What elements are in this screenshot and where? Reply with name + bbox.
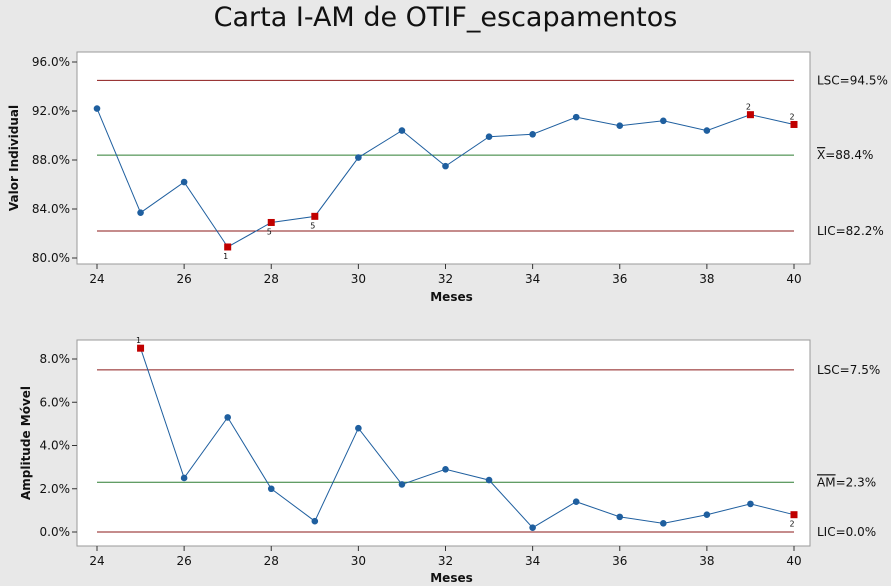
chart-panel-1: 80.0% 84.0% 88.0% 92.0% 96.0% 24 26 28 30 32 34 36 3… [7, 51, 888, 304]
data-point-flagged [137, 344, 145, 352]
data-point [93, 105, 101, 112]
flag-label: 2 [789, 112, 794, 121]
limit-label-upper: LSC=94.5% [817, 73, 888, 87]
limit-label-lower: LIC=0.0% [817, 525, 876, 539]
x-tick-label: 32 [438, 272, 453, 286]
data-point [485, 133, 493, 141]
flag-label: 5 [267, 227, 272, 236]
x-tick-label: 34 [525, 272, 540, 286]
chart-title: Carta I-AM de OTIF_escapamentos [213, 2, 678, 33]
y-tick-label: 2.0% [40, 482, 71, 496]
data-point [398, 127, 406, 134]
data-point [355, 154, 362, 161]
chart-panel-2: 0.0% 2.0% 4.0% 6.0% 8.0% 24 26 28 30 32 34 36 38 40 Me… [19, 336, 880, 585]
flag-label: 5 [310, 221, 315, 230]
flag-label: 1 [223, 252, 228, 261]
x-tick-label: 40 [786, 554, 801, 568]
limit-label-center: X=88.4% [817, 148, 873, 162]
data-point [267, 485, 275, 493]
limit-label-lower: LIC=82.2% [817, 224, 884, 238]
x-tick-label: 30 [351, 554, 366, 568]
flag-label: 2 [789, 520, 794, 529]
y-tick-label: 0.0% [40, 525, 71, 539]
data-point [442, 162, 449, 170]
y-axis-label: Amplitude Móvel [19, 386, 33, 500]
data-point [660, 117, 667, 125]
data-point-flagged [790, 120, 798, 128]
x-tick-label: 38 [699, 554, 714, 568]
data-point [572, 113, 580, 121]
data-point [180, 178, 188, 186]
data-point [224, 414, 231, 421]
data-point [442, 465, 449, 473]
data-point [529, 524, 536, 531]
y-tick-label: 96.0% [32, 55, 70, 69]
data-point [703, 127, 711, 134]
data-point [529, 130, 536, 138]
x-tick-label: 38 [699, 272, 714, 286]
x-tick-label: 24 [89, 554, 104, 568]
series-line [140, 348, 795, 529]
x-tick-label: 26 [176, 272, 191, 286]
x-tick-label: 36 [612, 554, 627, 568]
data-point-flagged [311, 212, 319, 220]
limit-label-center: AM=2.3% [817, 475, 876, 489]
y-tick-label: 6.0% [40, 395, 71, 409]
y-tick-label: 8.0% [40, 352, 71, 366]
data-point-flagged [224, 243, 232, 251]
data-point [355, 424, 362, 432]
data-point [311, 517, 319, 525]
data-point-flagged [267, 218, 275, 226]
data-point-flagged [746, 111, 754, 119]
x-tick-label: 26 [176, 554, 191, 568]
data-point [616, 513, 624, 521]
data-point [137, 209, 144, 216]
data-point [747, 500, 754, 508]
flag-label: 1 [136, 336, 141, 345]
data-point [616, 122, 624, 129]
x-axis-label: Meses [430, 290, 473, 304]
y-tick-label: 84.0% [32, 202, 70, 216]
x-axis-label: Meses [430, 571, 473, 585]
x-tick-label: 28 [264, 554, 279, 568]
y-tick-label: 4.0% [40, 439, 71, 453]
data-point [485, 476, 493, 484]
y-tick-label: 80.0% [32, 251, 70, 265]
plot-area [76, 339, 811, 547]
x-tick-label: 36 [612, 272, 627, 286]
data-point-flagged [790, 511, 798, 519]
x-tick-label: 24 [89, 272, 104, 286]
data-point [572, 498, 580, 506]
x-tick-label: 30 [351, 272, 366, 286]
y-axis-label: Valor Individual [7, 105, 21, 211]
x-tick-label: 28 [264, 272, 279, 286]
x-tick-label: 34 [525, 554, 540, 568]
x-tick-label: 40 [786, 272, 801, 286]
data-point [398, 481, 406, 488]
data-point [703, 511, 711, 518]
y-tick-label: 92.0% [32, 104, 70, 118]
data-point [180, 474, 188, 482]
flag-label: 2 [746, 103, 751, 112]
data-point [660, 520, 667, 527]
x-tick-label: 32 [438, 554, 453, 568]
plot-area [76, 51, 811, 265]
limit-label-upper: LSC=7.5% [817, 363, 880, 377]
y-tick-label: 88.0% [32, 153, 70, 167]
